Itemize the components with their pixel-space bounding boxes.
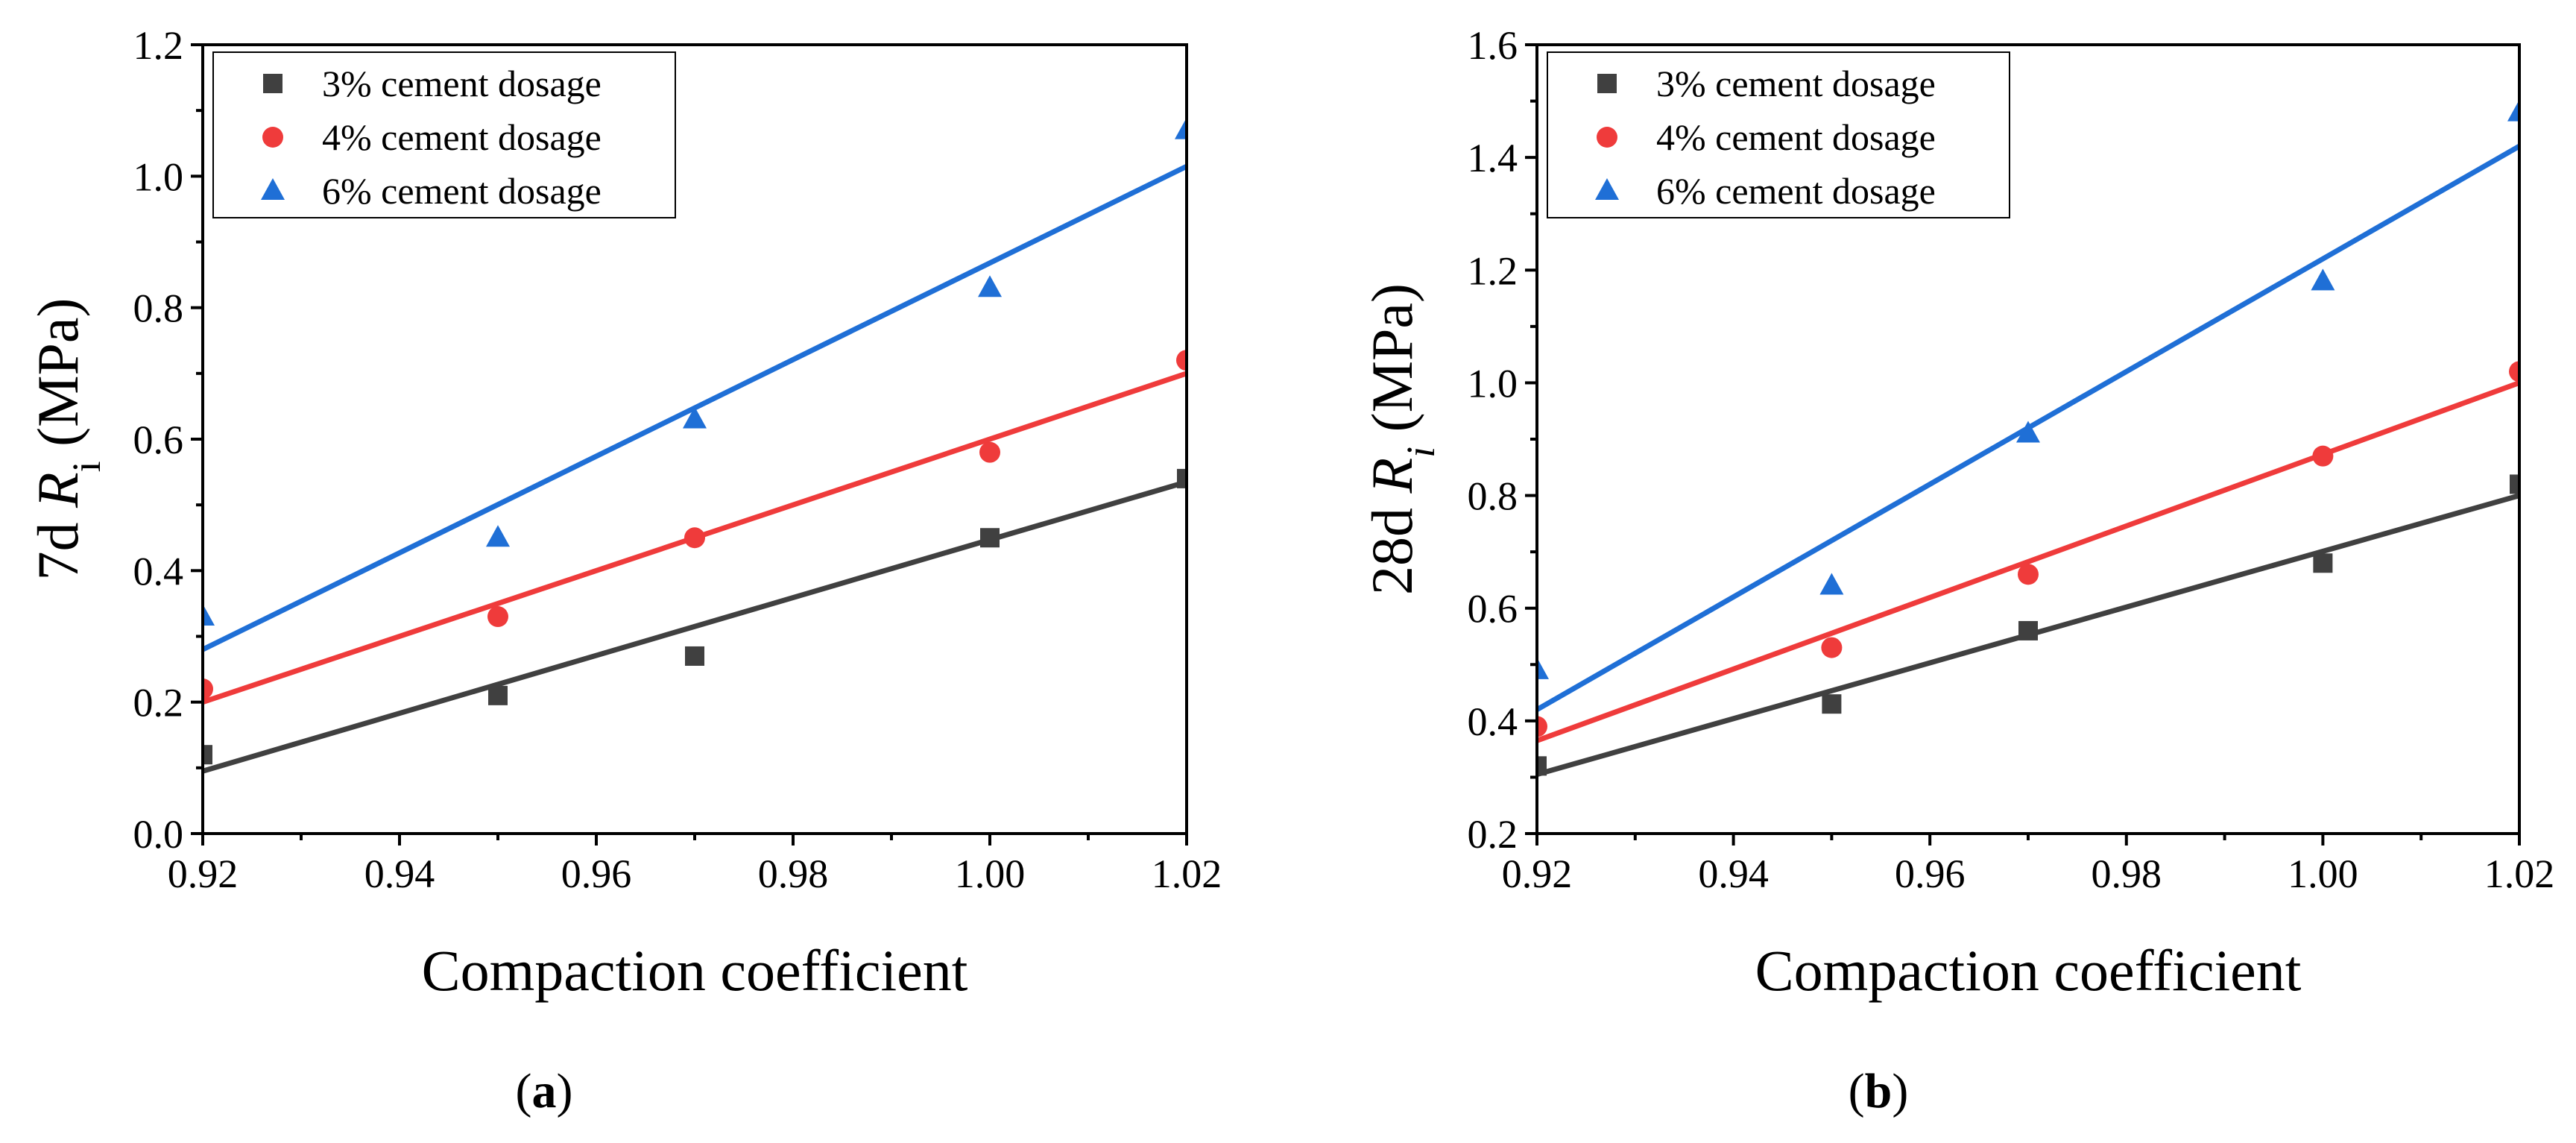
fit-line-2 bbox=[1537, 380, 2519, 743]
x-tick-label: 0.98 bbox=[758, 851, 829, 896]
y-label-sub: i bbox=[64, 461, 109, 472]
point-s3-2 bbox=[486, 525, 510, 547]
y-label-unit: (MPa) bbox=[1360, 283, 1424, 447]
legend-label-2: 4% cement dosage bbox=[322, 116, 602, 158]
x-tick-label: 0.94 bbox=[364, 851, 435, 896]
legend-marker-3 bbox=[1595, 178, 1619, 200]
x-tick-label: 0.96 bbox=[561, 851, 632, 896]
legend-box bbox=[1547, 51, 2010, 218]
point-s2-4 bbox=[2312, 445, 2334, 467]
point-s3-5 bbox=[1175, 117, 1187, 139]
legend-marker-3 bbox=[261, 178, 285, 200]
point-s3-3 bbox=[683, 406, 707, 429]
point-s2-2 bbox=[487, 606, 508, 628]
point-s2-1 bbox=[1537, 716, 1547, 737]
y-tick-label: 1.0 bbox=[1468, 361, 1518, 406]
panel-b: 0.92 0.94 0.96 0.98 1.00 1.02 0.2 0.4 0.6 0.8 1.0 1… bbox=[1360, 23, 2554, 1118]
point-s2-3 bbox=[2018, 564, 2039, 585]
legend-marker-1 bbox=[1597, 74, 1617, 93]
point-s3-1 bbox=[1537, 657, 1549, 679]
y-label-unit: (MPa) bbox=[25, 298, 90, 462]
point-s3-1 bbox=[203, 604, 215, 626]
panel-caption: (a) bbox=[516, 1064, 573, 1118]
panel-caption-letter: b bbox=[1865, 1064, 1892, 1118]
fit-line-1 bbox=[203, 479, 1187, 774]
panel-a: 0.92 0.94 0.96 0.98 1.00 1.02 0.0 0.2 0.4 0.6 0.8 1… bbox=[25, 23, 1222, 1118]
point-s3-2 bbox=[1819, 573, 1844, 595]
point-s1-5 bbox=[2510, 474, 2519, 494]
y-tick-label: 1.0 bbox=[133, 154, 184, 199]
point-s1-2 bbox=[1822, 694, 1842, 714]
x-axis-label: Compaction coefficient bbox=[1755, 938, 2302, 1003]
y-tick-label: 0.2 bbox=[133, 681, 184, 725]
y-tick-label: 0.0 bbox=[133, 812, 184, 857]
y-label-prefix: 7d bbox=[25, 508, 90, 581]
point-s3-3 bbox=[2016, 421, 2040, 443]
legend-label-3: 6% cement dosage bbox=[322, 170, 602, 212]
y-tick-label: 0.6 bbox=[133, 418, 184, 462]
plot-area bbox=[1537, 99, 2519, 778]
x-tick-label: 0.98 bbox=[2092, 851, 2162, 896]
x-tick-label: 1.02 bbox=[2484, 851, 2555, 896]
y-label-sub: i bbox=[1398, 447, 1443, 458]
x-tick-label: 0.92 bbox=[168, 851, 239, 896]
legend-marker-2 bbox=[1597, 127, 1617, 148]
point-s2-3 bbox=[684, 527, 705, 549]
x-tick-label: 0.96 bbox=[1895, 851, 1966, 896]
point-s1-3 bbox=[2018, 620, 2038, 640]
y-label-var: R bbox=[25, 472, 90, 508]
point-s3-4 bbox=[2311, 268, 2335, 291]
legend-box bbox=[212, 51, 676, 218]
point-s3-5 bbox=[2507, 99, 2519, 122]
point-s2-4 bbox=[979, 441, 1000, 463]
legend-marker-2 bbox=[262, 127, 283, 148]
y-tick-label: 0.8 bbox=[1468, 474, 1518, 519]
y-tick-label: 0.2 bbox=[1468, 812, 1518, 857]
y-tick-label: 0.4 bbox=[133, 549, 184, 593]
y-tick-label: 1.2 bbox=[133, 23, 184, 68]
point-s1-2 bbox=[488, 685, 508, 705]
point-s2-1 bbox=[203, 678, 213, 700]
x-tick-label: 1.00 bbox=[2288, 851, 2358, 896]
y-label-var: R bbox=[1360, 458, 1424, 494]
point-s2-5 bbox=[1176, 350, 1187, 371]
x-tick-label: 0.94 bbox=[1698, 851, 1769, 896]
legend-label-3: 6% cement dosage bbox=[1656, 170, 1936, 212]
legend-label-1: 3% cement dosage bbox=[1656, 63, 1936, 104]
point-s1-3 bbox=[685, 646, 704, 666]
panel-caption-letter: a bbox=[532, 1064, 557, 1118]
point-s1-1 bbox=[203, 745, 212, 765]
plot-area bbox=[203, 117, 1187, 774]
point-s3-4 bbox=[978, 275, 1002, 297]
y-axis-label: 28d Ri (MPa) bbox=[1360, 283, 1443, 595]
legend-label-2: 4% cement dosage bbox=[1656, 116, 1936, 158]
point-s1-1 bbox=[1537, 756, 1547, 776]
x-tick-label: 1.00 bbox=[955, 851, 1026, 896]
legend: 3% cement dosage 4% cement dosage 6% cemen… bbox=[212, 51, 676, 218]
panel-caption: (b) bbox=[1849, 1064, 1909, 1118]
legend-label-1: 3% cement dosage bbox=[322, 63, 602, 104]
point-s2-5 bbox=[2509, 361, 2519, 382]
y-tick-label: 1.4 bbox=[1468, 136, 1518, 180]
legend: 3% cement dosage 4% cement dosage 6% cemen… bbox=[1547, 51, 2010, 218]
y-tick-label: 1.6 bbox=[1468, 23, 1518, 68]
point-s2-2 bbox=[1821, 637, 1843, 658]
point-s1-4 bbox=[980, 528, 1000, 548]
point-s1-4 bbox=[2313, 553, 2333, 573]
y-tick-label: 1.2 bbox=[1468, 248, 1518, 293]
x-axis-label: Compaction coefficient bbox=[422, 938, 968, 1003]
legend-marker-1 bbox=[263, 74, 282, 93]
y-tick-label: 0.4 bbox=[1468, 699, 1518, 744]
y-tick-label: 0.8 bbox=[133, 286, 184, 331]
point-s1-5 bbox=[1177, 468, 1187, 488]
y-label-prefix: 28d bbox=[1360, 493, 1424, 595]
x-tick-label: 0.92 bbox=[1502, 851, 1573, 896]
x-tick-label: 1.02 bbox=[1152, 851, 1222, 896]
y-axis-label: 7d Ri (MPa) bbox=[25, 298, 109, 581]
y-tick-label: 0.6 bbox=[1468, 587, 1518, 632]
